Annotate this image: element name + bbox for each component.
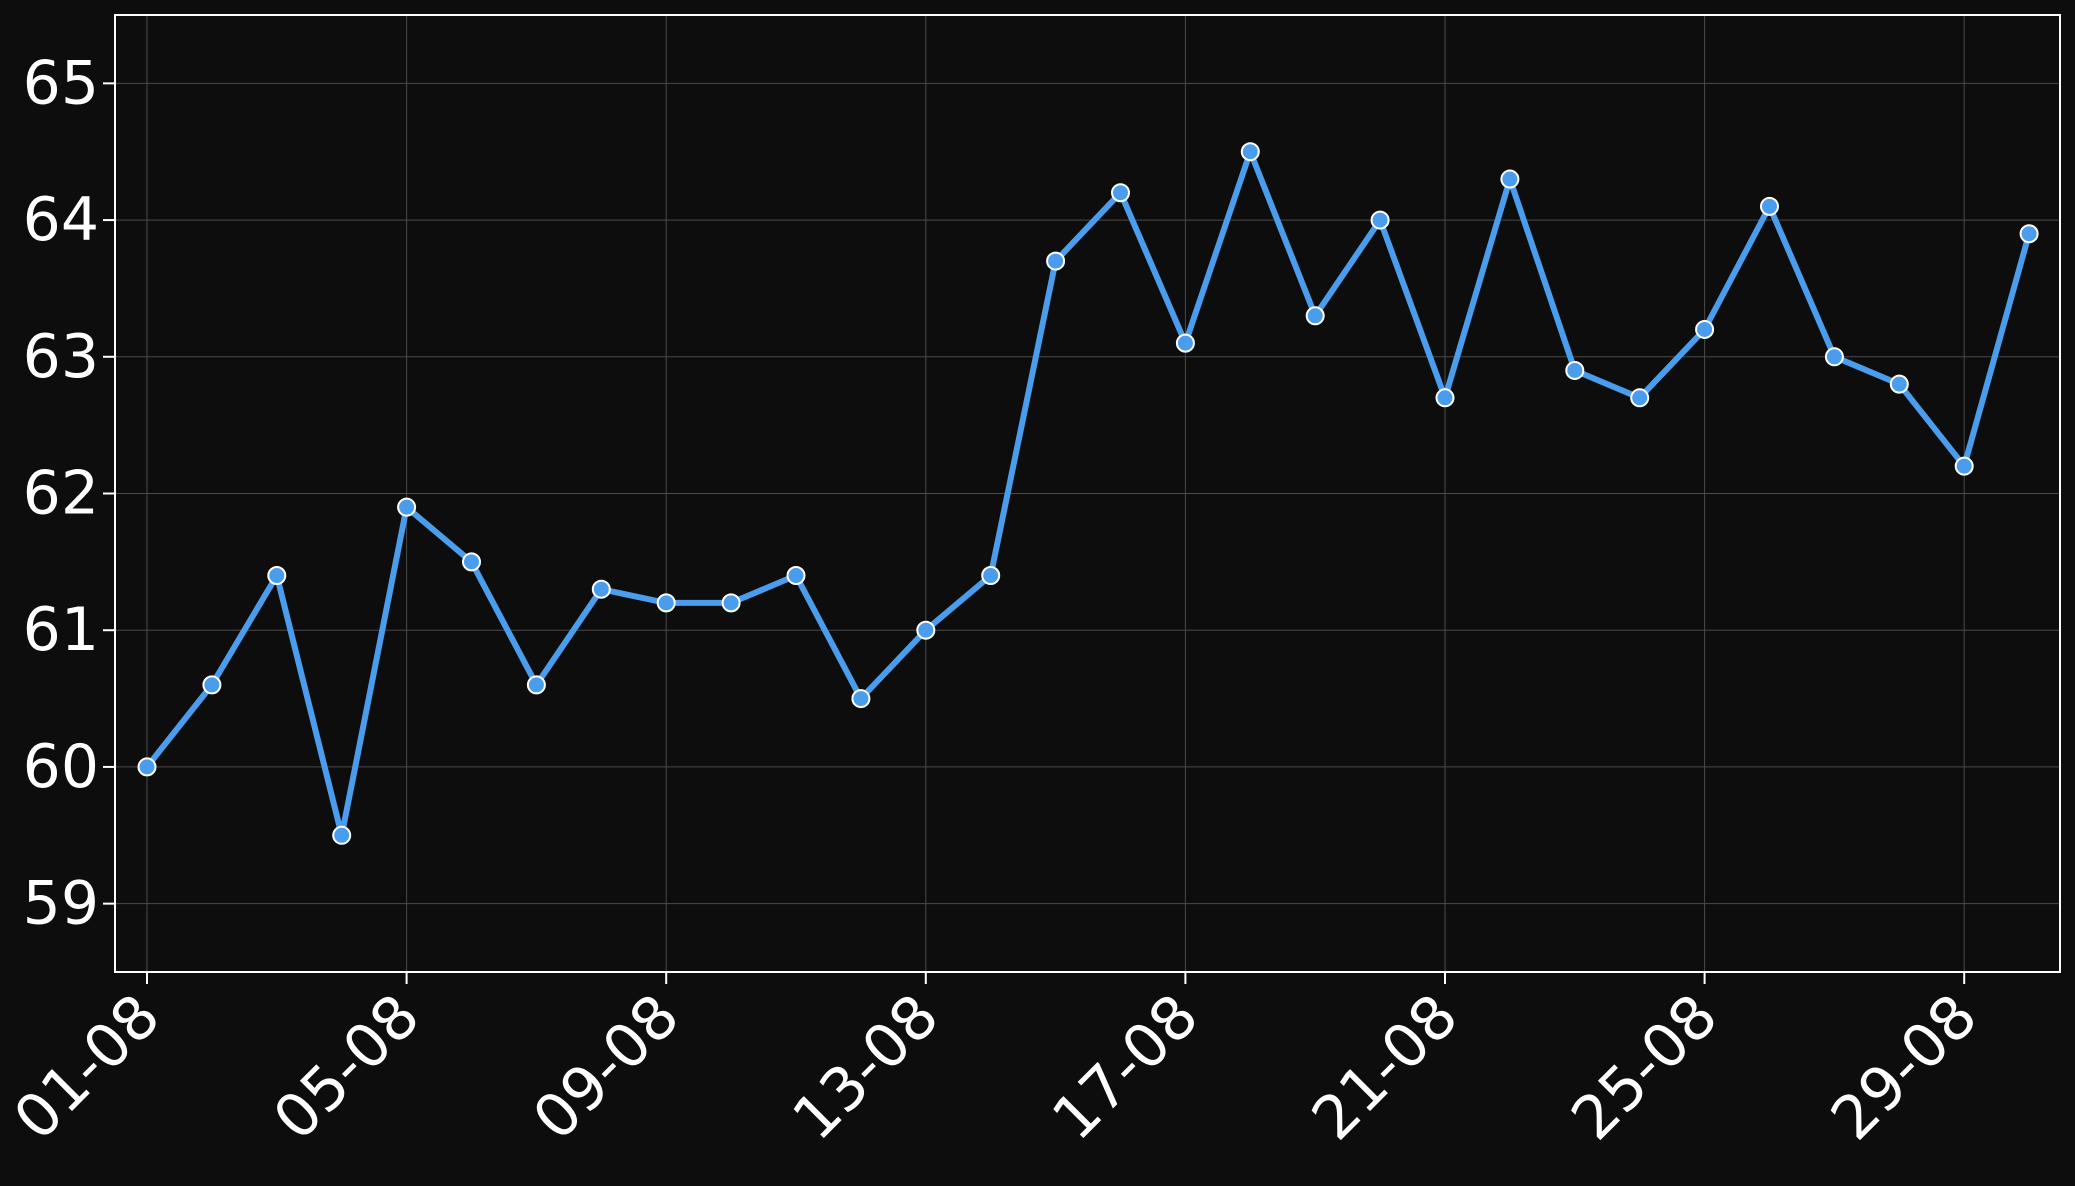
data-point (1889, 374, 1909, 394)
data-point (1240, 142, 1260, 162)
data-point (267, 566, 287, 586)
data-point (656, 593, 676, 613)
data-point (1500, 169, 1520, 189)
data-point (1565, 360, 1585, 380)
data-point (721, 593, 741, 613)
data-point (1760, 196, 1779, 216)
data-point (916, 620, 936, 640)
y-tick-label: 62 (23, 459, 99, 529)
series-line (144, 148, 2033, 839)
grid-lines (115, 15, 2060, 972)
data-point (397, 497, 417, 517)
data-point (1370, 210, 1390, 230)
y-tick-label: 61 (23, 595, 99, 665)
data-point (1954, 456, 1974, 476)
data-point (1046, 251, 1066, 271)
y-tick-label: 59 (23, 869, 99, 939)
data-point (1435, 388, 1455, 408)
data-point (851, 689, 871, 709)
data-point (981, 566, 1001, 586)
data-point (137, 757, 157, 777)
data-point (1630, 388, 1650, 408)
data-point (786, 566, 806, 586)
data-point (526, 675, 546, 695)
y-tick-label: 60 (23, 732, 99, 802)
y-axis: 59 60 61 62 63 64 65 (23, 48, 115, 939)
y-tick-label: 63 (23, 322, 99, 392)
y-tick-label: 65 (23, 48, 99, 118)
data-series (137, 142, 2039, 845)
data-point (332, 825, 352, 845)
data-point (1695, 319, 1715, 339)
y-tick-label: 64 (23, 185, 99, 255)
data-point (1111, 183, 1130, 203)
data-point (2019, 224, 2039, 244)
data-point (462, 552, 481, 572)
data-point (202, 675, 222, 695)
data-point (591, 579, 611, 599)
data-point (1175, 333, 1195, 353)
data-point (1824, 347, 1844, 367)
data-point (1305, 306, 1325, 326)
